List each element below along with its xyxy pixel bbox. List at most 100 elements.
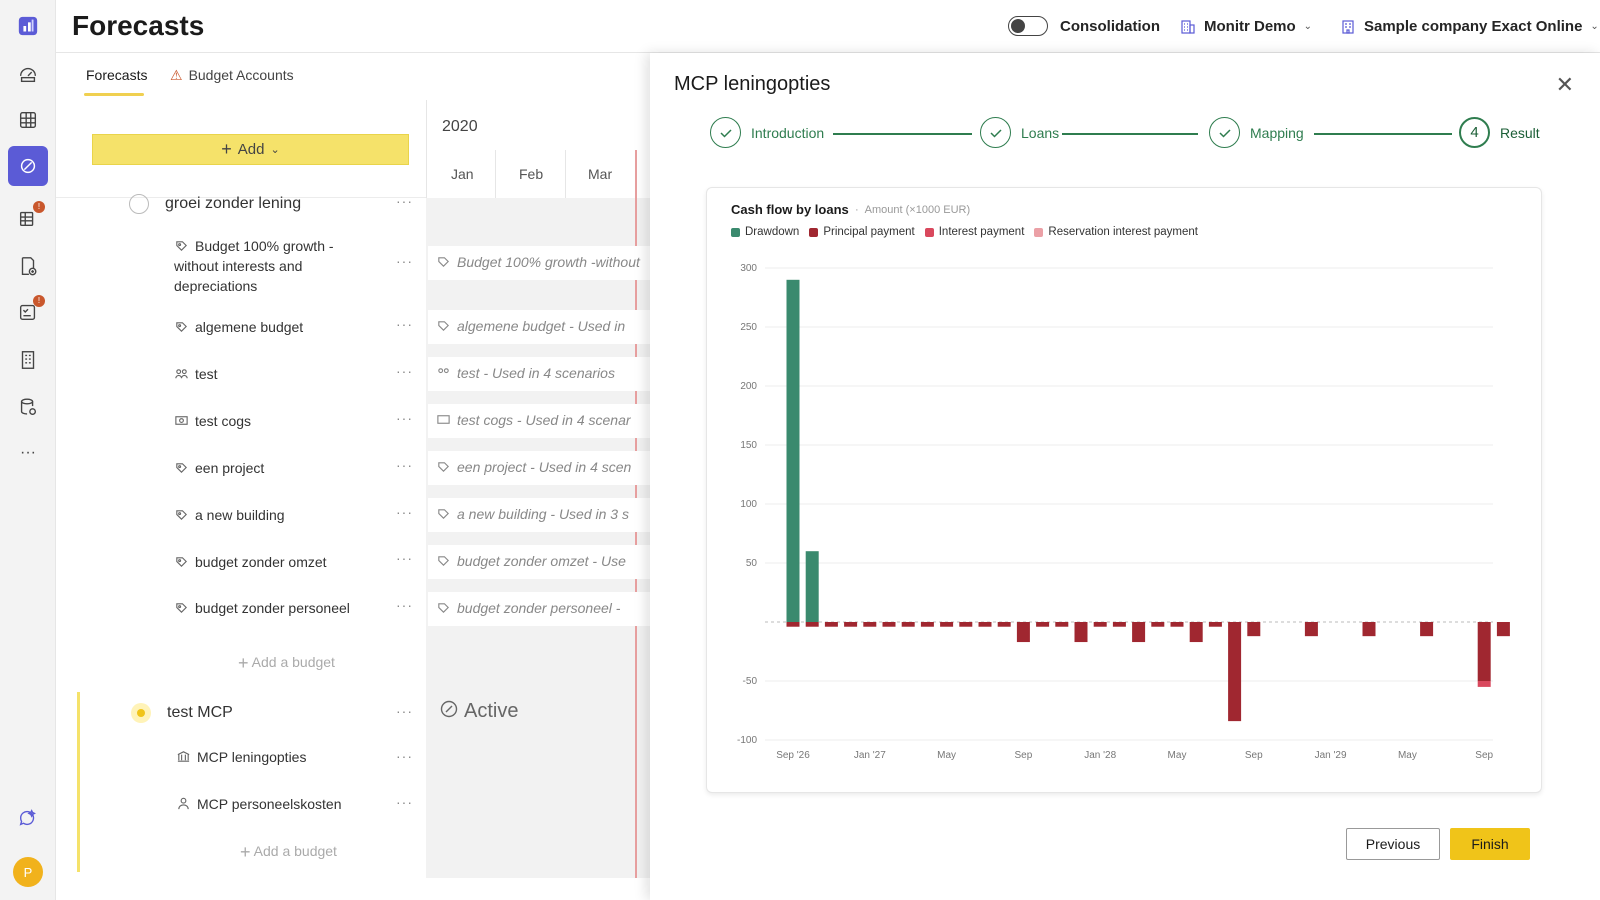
timeline-row[interactable]: budget zonder personeel - bbox=[428, 592, 650, 626]
add-button[interactable]: + Add ⌄ bbox=[92, 134, 409, 165]
step-label: Result bbox=[1500, 124, 1540, 141]
budget-item-label: Budget 100% growth - without interests a… bbox=[174, 238, 334, 294]
scenario-status-label: Active bbox=[464, 700, 519, 722]
budget-type-icon bbox=[176, 603, 187, 613]
month-label: Feb bbox=[519, 166, 544, 182]
y-tick-label: -100 bbox=[737, 735, 757, 746]
chat-assistant-icon[interactable] bbox=[8, 798, 48, 838]
more-icon[interactable]: ··· bbox=[20, 444, 36, 461]
add-document-icon[interactable] bbox=[8, 246, 48, 286]
legend-label: Drawdown bbox=[745, 226, 800, 238]
step-introduction[interactable]: Introduction bbox=[710, 117, 824, 148]
timeline-row-label: budget zonder omzet - Use bbox=[457, 553, 626, 569]
add-button-label: Add bbox=[237, 141, 265, 158]
building-icon[interactable] bbox=[8, 340, 48, 380]
more-options-icon[interactable]: ··· bbox=[396, 193, 413, 209]
timeline-row[interactable]: budget zonder omzet - Use bbox=[428, 545, 650, 579]
bar-principal-payment bbox=[882, 622, 896, 627]
forecasts-icon[interactable] bbox=[8, 146, 48, 186]
app-logo-icon[interactable] bbox=[8, 6, 48, 46]
header: Forecasts Consolidation Monitr Demo ⌄ Sa… bbox=[56, 0, 1600, 53]
dashboard-icon[interactable] bbox=[8, 54, 48, 94]
timeline-row[interactable]: a new building - Used in 3 s bbox=[428, 498, 650, 532]
budget-item[interactable]: MCP personeelskosten bbox=[176, 794, 341, 814]
x-tick-label: Jan '27 bbox=[854, 750, 886, 761]
tab-forecasts[interactable]: Forecasts bbox=[86, 67, 148, 83]
budget-item[interactable]: test bbox=[174, 364, 218, 384]
bar-principal-payment bbox=[978, 622, 992, 627]
legend-item[interactable]: Reservation interest payment bbox=[1034, 226, 1198, 238]
step-connector bbox=[833, 133, 972, 135]
consolidation-toggle[interactable] bbox=[1008, 16, 1048, 36]
close-icon[interactable]: ✕ bbox=[1555, 72, 1574, 97]
previous-button[interactable]: Previous bbox=[1346, 828, 1440, 860]
step-connector bbox=[1314, 133, 1452, 135]
timeline-row-label: algemene budget - Used in bbox=[457, 318, 626, 334]
chart-subtitle-text: Amount (×1000 EUR) bbox=[864, 204, 971, 216]
budget-item[interactable]: MCP leningopties bbox=[176, 747, 306, 767]
bar-principal-payment bbox=[1228, 622, 1242, 722]
budget-item[interactable]: een project bbox=[174, 458, 264, 478]
budget-sheet-icon[interactable]: ! bbox=[8, 198, 48, 238]
scenario-radio[interactable] bbox=[129, 194, 149, 214]
warning-badge-icon: ! bbox=[33, 201, 45, 213]
step-mapping[interactable]: Mapping bbox=[1209, 117, 1304, 148]
org-selector[interactable]: Monitr Demo ⌄ bbox=[1180, 18, 1312, 35]
bar-principal-payment bbox=[1247, 622, 1261, 637]
tab-budget-accounts-label: Budget Accounts bbox=[188, 67, 294, 83]
budget-item[interactable]: test cogs bbox=[174, 411, 251, 431]
budget-item[interactable]: a new building bbox=[174, 505, 285, 525]
y-tick-label: 100 bbox=[740, 499, 757, 510]
more-options-icon[interactable]: ··· bbox=[396, 597, 413, 613]
budget-item[interactable]: budget zonder personeel bbox=[174, 598, 350, 618]
more-options-icon[interactable]: ··· bbox=[396, 457, 413, 473]
database-icon[interactable] bbox=[8, 387, 48, 427]
bar-principal-payment bbox=[920, 622, 934, 627]
more-options-icon[interactable]: ··· bbox=[396, 253, 413, 269]
finish-button[interactable]: Finish bbox=[1450, 828, 1530, 860]
more-options-icon[interactable]: ··· bbox=[396, 410, 413, 426]
timeline-row[interactable]: test - Used in 4 scenarios bbox=[428, 357, 650, 391]
tab-budget-accounts[interactable]: ⚠ Budget Accounts bbox=[170, 67, 294, 84]
budget-item[interactable]: budget zonder omzet bbox=[174, 552, 327, 572]
more-options-icon[interactable]: ··· bbox=[396, 748, 413, 764]
bar-principal-payment bbox=[786, 622, 800, 627]
budget-type-icon bbox=[176, 557, 187, 567]
scenario-radio-active[interactable] bbox=[131, 703, 151, 723]
more-options-icon[interactable]: ··· bbox=[396, 550, 413, 566]
table-icon[interactable] bbox=[8, 100, 48, 140]
bar-principal-payment bbox=[805, 622, 819, 627]
warning-icon: ⚠ bbox=[170, 67, 183, 83]
bar-principal-payment bbox=[863, 622, 877, 627]
more-options-icon[interactable]: ··· bbox=[396, 703, 413, 719]
check-icon bbox=[710, 117, 741, 148]
legend-item[interactable]: Drawdown bbox=[731, 226, 799, 238]
timeline-row[interactable]: Budget 100% growth -without bbox=[428, 246, 650, 280]
checklist-icon[interactable]: ! bbox=[8, 292, 48, 332]
add-budget-button[interactable]: + Add a budget bbox=[238, 653, 335, 674]
budget-item[interactable]: algemene budget bbox=[174, 317, 303, 337]
timeline-row[interactable]: een project - Used in 4 scen bbox=[428, 451, 650, 485]
step-result[interactable]: 4 Result bbox=[1459, 117, 1540, 148]
more-options-icon[interactable]: ··· bbox=[396, 363, 413, 379]
legend-item[interactable]: Interest payment bbox=[924, 226, 1024, 238]
budget-type-icon bbox=[438, 603, 449, 613]
y-tick-label: -50 bbox=[743, 676, 758, 687]
more-options-icon[interactable]: ··· bbox=[396, 504, 413, 520]
step-number: 4 bbox=[1459, 117, 1490, 148]
budget-item-label: budget zonder omzet bbox=[195, 554, 327, 570]
budget-item[interactable]: Budget 100% growth - without interests a… bbox=[174, 236, 374, 296]
left-rail: ! ! ··· P bbox=[0, 0, 56, 900]
more-options-icon[interactable]: ··· bbox=[396, 794, 413, 810]
add-budget-button[interactable]: + Add a budget bbox=[240, 842, 337, 863]
more-options-icon[interactable]: ··· bbox=[396, 316, 413, 332]
budget-type-icon bbox=[438, 321, 449, 331]
x-tick-label: Jan '28 bbox=[1084, 750, 1116, 761]
step-loans[interactable]: Loans bbox=[980, 117, 1059, 148]
timeline-row[interactable]: algemene budget - Used in bbox=[428, 310, 650, 344]
company-selector[interactable]: Sample company Exact Online ⌄ bbox=[1340, 18, 1599, 35]
x-tick-label: Sep bbox=[1015, 750, 1033, 761]
avatar[interactable]: P bbox=[13, 857, 43, 887]
legend-item[interactable]: Principal payment bbox=[809, 226, 915, 238]
timeline-row[interactable]: test cogs - Used in 4 scenar bbox=[428, 404, 650, 438]
